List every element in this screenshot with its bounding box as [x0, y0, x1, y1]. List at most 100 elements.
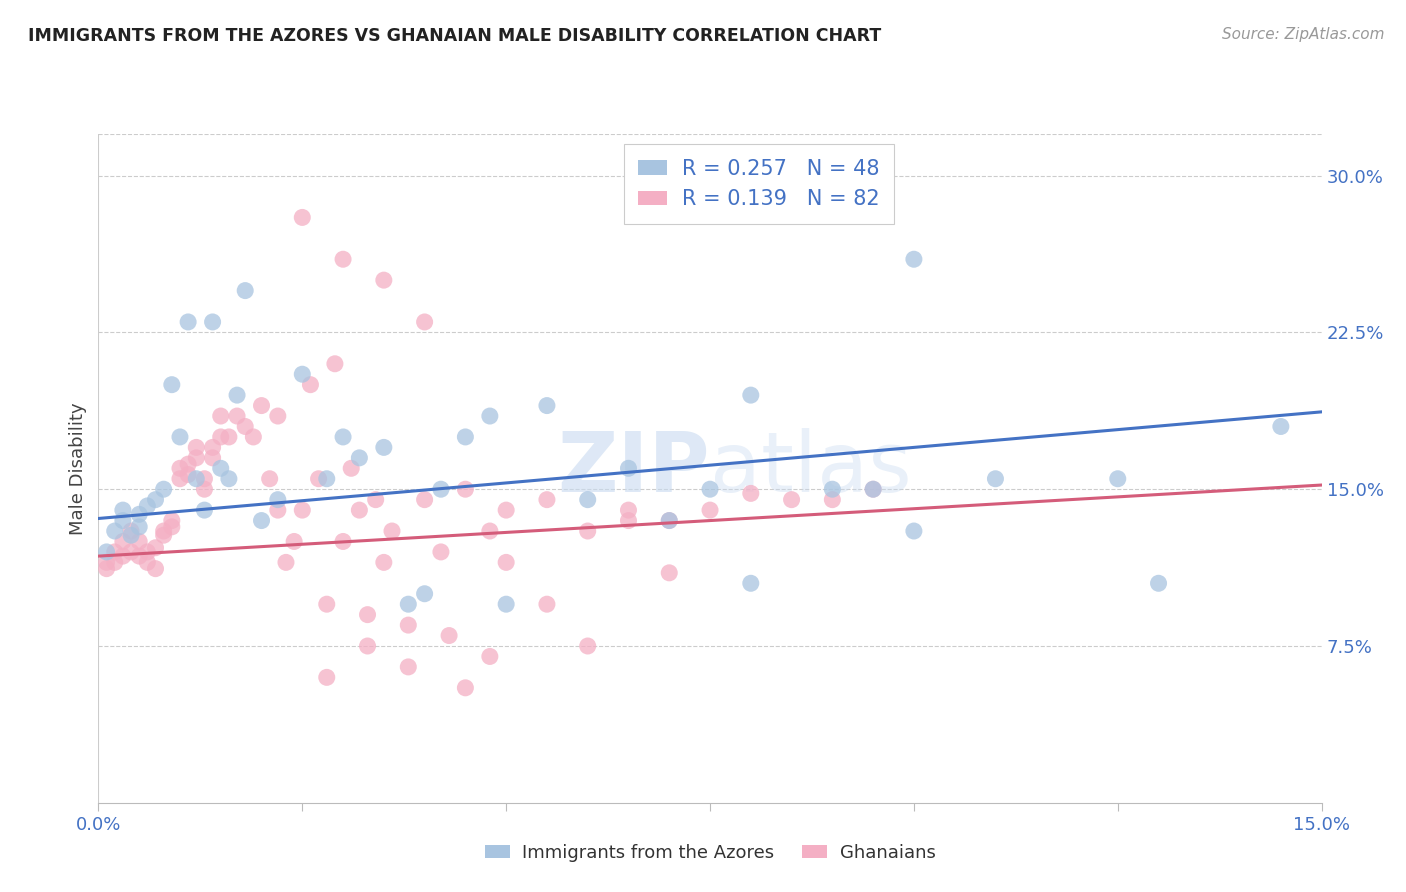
Point: [111, 534, 134, 549]
Point: [478, 409, 501, 423]
Point: [274, 555, 297, 569]
Point: [349, 503, 371, 517]
Point: [177, 467, 200, 482]
Point: [576, 524, 599, 538]
Point: [903, 252, 925, 267]
Point: [821, 482, 844, 496]
Point: [576, 492, 599, 507]
Point: [495, 555, 517, 569]
Point: [396, 660, 419, 674]
Point: [349, 450, 371, 465]
Point: [201, 441, 224, 455]
Point: [617, 461, 640, 475]
Point: [291, 368, 314, 382]
Point: [291, 503, 314, 517]
Point: [740, 576, 762, 591]
Point: [169, 430, 191, 444]
Point: [152, 482, 174, 496]
Point: [128, 549, 150, 563]
Point: [315, 670, 337, 684]
Point: [454, 482, 477, 496]
Point: [340, 461, 363, 475]
Point: [96, 545, 118, 559]
Point: [536, 597, 558, 611]
Point: [193, 503, 215, 517]
Point: [780, 492, 803, 507]
Point: [437, 628, 460, 642]
Point: [120, 524, 142, 538]
Point: [128, 508, 150, 522]
Point: [177, 457, 200, 471]
Point: [104, 524, 127, 538]
Point: [332, 252, 354, 267]
Point: [454, 681, 477, 695]
Point: [413, 492, 436, 507]
Point: [740, 388, 762, 402]
Point: [169, 461, 191, 475]
Point: [821, 492, 844, 507]
Point: [356, 639, 378, 653]
Point: [283, 534, 305, 549]
Point: [315, 472, 337, 486]
Point: [454, 430, 477, 444]
Point: [267, 492, 290, 507]
Point: [381, 524, 404, 538]
Point: [576, 639, 599, 653]
Point: [218, 472, 240, 486]
Point: [233, 419, 256, 434]
Point: [536, 492, 558, 507]
Point: [430, 545, 453, 559]
Point: [218, 430, 240, 444]
Point: [120, 545, 142, 559]
Point: [186, 472, 208, 486]
Point: [478, 649, 501, 664]
Point: [233, 284, 256, 298]
Point: [1107, 472, 1129, 486]
Point: [291, 211, 314, 225]
Point: [323, 357, 346, 371]
Point: [111, 549, 134, 563]
Point: [373, 273, 395, 287]
Point: [209, 461, 232, 475]
Point: [356, 607, 378, 622]
Point: [396, 597, 419, 611]
Point: [96, 562, 118, 576]
Point: [536, 399, 558, 413]
Point: [120, 528, 142, 542]
Point: [152, 528, 174, 542]
Point: [136, 499, 159, 513]
Point: [495, 597, 517, 611]
Point: [242, 430, 264, 444]
Point: [104, 545, 127, 559]
Point: [332, 430, 354, 444]
Point: [193, 482, 215, 496]
Legend: Immigrants from the Azores, Ghanaians: Immigrants from the Azores, Ghanaians: [475, 835, 945, 871]
Point: [111, 514, 134, 528]
Point: [177, 315, 200, 329]
Point: [160, 520, 183, 534]
Point: [96, 555, 118, 569]
Text: atlas: atlas: [710, 428, 911, 508]
Point: [1147, 576, 1170, 591]
Point: [364, 492, 387, 507]
Point: [740, 486, 762, 500]
Y-axis label: Male Disability: Male Disability: [69, 402, 87, 534]
Point: [145, 492, 167, 507]
Point: [152, 524, 174, 538]
Point: [617, 514, 640, 528]
Point: [413, 315, 436, 329]
Point: [299, 377, 322, 392]
Point: [658, 514, 681, 528]
Point: [209, 430, 232, 444]
Point: [145, 541, 167, 555]
Point: [128, 520, 150, 534]
Point: [332, 534, 354, 549]
Point: [226, 388, 249, 402]
Point: [413, 587, 436, 601]
Point: [658, 514, 681, 528]
Point: [226, 409, 249, 423]
Point: [1270, 419, 1292, 434]
Point: [267, 409, 290, 423]
Point: [250, 514, 273, 528]
Point: [617, 503, 640, 517]
